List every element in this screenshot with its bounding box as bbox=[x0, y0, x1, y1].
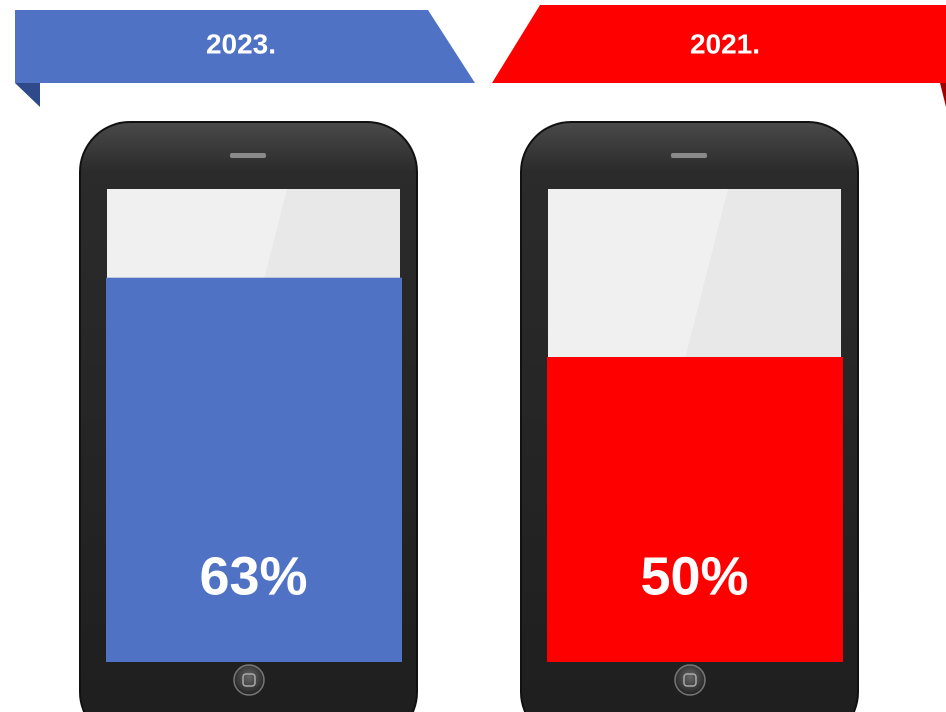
value-label: 50% bbox=[640, 546, 748, 606]
chart: 2023. 63% 2021. 50% bbox=[0, 0, 946, 712]
home-button bbox=[234, 665, 264, 695]
value-label: 63% bbox=[199, 546, 307, 606]
category-label: 2021. bbox=[690, 28, 760, 59]
phone-speaker bbox=[230, 153, 266, 158]
phone-speaker bbox=[671, 153, 707, 158]
ribbon-fold bbox=[15, 83, 40, 107]
ribbon-fold bbox=[940, 83, 946, 107]
home-button bbox=[675, 665, 705, 695]
fill-bar bbox=[547, 357, 843, 662]
category-label: 2023. bbox=[206, 28, 276, 59]
